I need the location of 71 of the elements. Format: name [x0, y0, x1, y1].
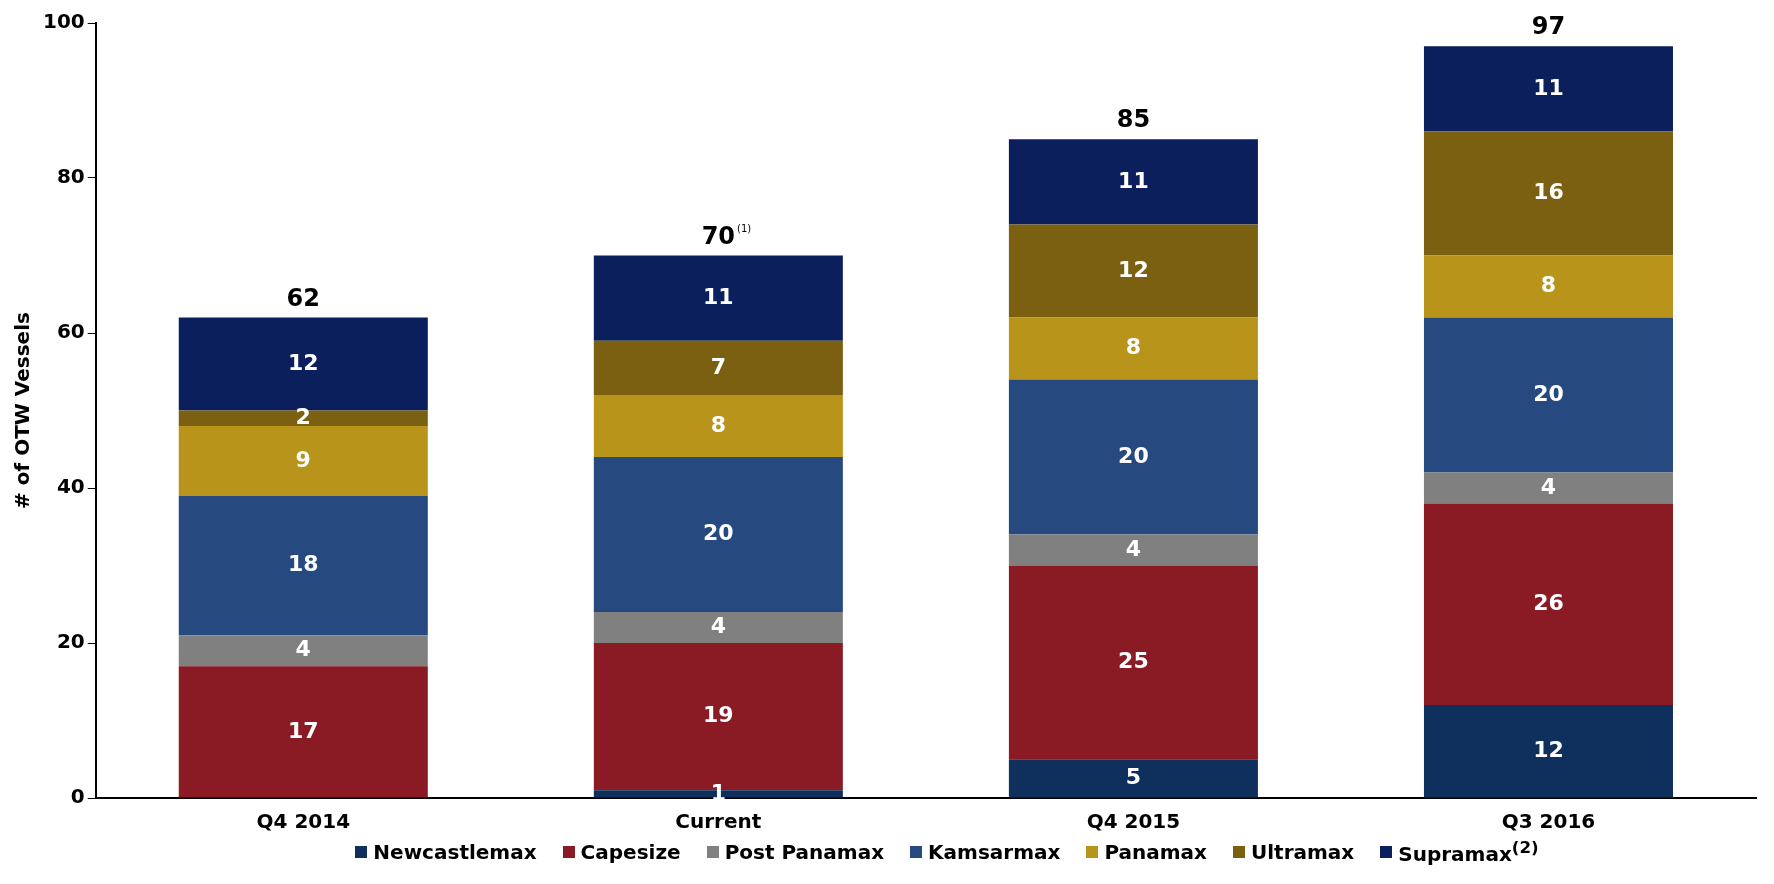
legend-label: Post Panamax — [724, 839, 885, 864]
total-label: 97 — [1531, 12, 1566, 41]
y-tick-label: 20 — [56, 629, 85, 654]
legend-label: Kamsarmax — [928, 839, 1061, 864]
y-tick-label: 100 — [43, 9, 85, 34]
bar — [178, 635, 428, 667]
y-axis-title: # of OTW Vessels — [10, 312, 35, 509]
data-label: 4 — [710, 613, 726, 639]
bar — [178, 666, 428, 798]
bar — [1423, 705, 1673, 798]
bar — [1008, 139, 1258, 225]
data-label: 7 — [710, 353, 726, 379]
y-tick-label: 40 — [56, 474, 85, 499]
data-label: 4 — [295, 636, 311, 662]
data-label: 19 — [703, 702, 734, 728]
bar — [593, 612, 843, 643]
bar — [593, 255, 843, 341]
bar — [1423, 503, 1673, 705]
legend-label: Supramax$^{(2)}$ — [1398, 838, 1539, 866]
bar — [1423, 472, 1673, 504]
data-label: 8 — [1125, 334, 1142, 360]
bar — [1008, 759, 1258, 798]
bar — [1008, 224, 1258, 318]
bar — [1423, 317, 1673, 473]
data-label: 18 — [287, 551, 319, 577]
bar — [1008, 534, 1258, 566]
data-label: 25 — [1118, 648, 1149, 674]
data-label: 17 — [287, 717, 319, 743]
x-tick-label: Q4 2015 — [1086, 809, 1181, 834]
data-label: 2 — [295, 403, 311, 429]
data-label: 12 — [1118, 256, 1149, 282]
bar — [178, 426, 428, 496]
y-tick-label: 0 — [70, 784, 85, 809]
data-label: 12 — [1533, 736, 1564, 762]
data-label: 9 — [295, 446, 311, 472]
bar — [1423, 46, 1673, 132]
bar — [1423, 131, 1673, 256]
legend-label: Newcastlemax — [373, 839, 537, 864]
bar — [178, 495, 428, 636]
data-label: 16 — [1533, 179, 1564, 205]
data-label: 11 — [1118, 167, 1149, 193]
bar — [593, 395, 843, 457]
legend-label: Ultramax — [1251, 839, 1355, 864]
y-tick-label: 80 — [56, 164, 85, 189]
data-label: 12 — [287, 349, 319, 375]
data-label: 11 — [1533, 74, 1564, 100]
data-label: 4 — [1125, 535, 1142, 561]
total-label: 62 — [286, 283, 320, 312]
data-label: 8 — [1540, 272, 1557, 298]
data-label: 5 — [1125, 764, 1142, 790]
x-tick-label: Current — [675, 809, 762, 834]
total-label: 85 — [1116, 105, 1151, 134]
bar — [1008, 379, 1258, 535]
x-tick-label: Q3 2016 — [1501, 809, 1596, 834]
bar — [593, 457, 843, 612]
data-label: 8 — [710, 411, 726, 437]
data-label: 20 — [1533, 380, 1564, 406]
data-label: 20 — [703, 520, 734, 546]
bar — [178, 410, 428, 426]
legend-label: Capesize — [580, 839, 681, 864]
data-label: 4 — [1540, 473, 1557, 499]
data-label: 26 — [1533, 589, 1564, 615]
legend-label: Panamax — [1104, 839, 1207, 864]
x-tick-label: Q4 2014 — [256, 809, 351, 834]
bar — [593, 340, 843, 395]
data-label: 11 — [703, 283, 734, 309]
bar — [1423, 255, 1673, 318]
bar — [1008, 565, 1258, 760]
data-label: 20 — [1118, 442, 1149, 468]
y-tick-label: 60 — [56, 319, 85, 344]
bar — [1008, 317, 1258, 380]
